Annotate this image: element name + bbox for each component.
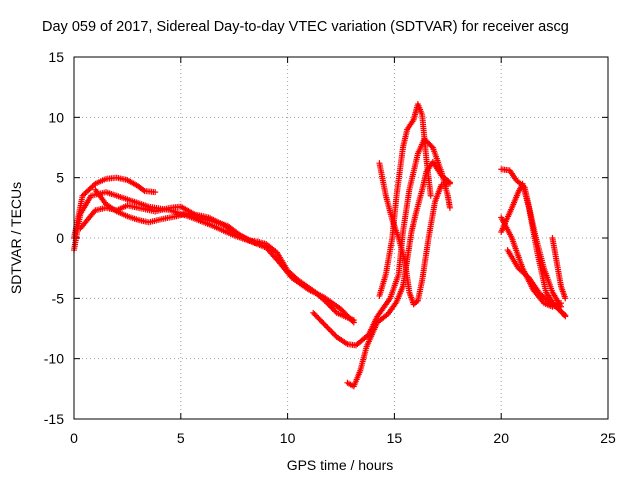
y-tick-label: 5 (56, 170, 64, 186)
y-tick-label: 0 (56, 230, 64, 246)
data-point (562, 295, 569, 302)
x-tick-label: 5 (177, 430, 185, 446)
data-point (327, 303, 334, 310)
data-point (324, 324, 331, 331)
series-track-13 (549, 235, 569, 302)
y-tick-label: 15 (48, 49, 64, 65)
x-tick-label: 10 (280, 430, 296, 446)
y-axis-label: SDTVAR / TECUs (8, 181, 24, 295)
series-track-4 (92, 186, 259, 246)
data-point (323, 298, 330, 305)
plot-frame (73, 56, 609, 420)
data-point (152, 189, 159, 196)
series-track-11 (498, 166, 565, 310)
x-tick-label: 20 (493, 430, 509, 446)
data-point (325, 325, 332, 332)
data-point (562, 313, 569, 320)
data-points (71, 101, 569, 390)
data-point (324, 300, 331, 307)
chart-title: Day 059 of 2017, Sidereal Day-to-day VTE… (42, 19, 569, 35)
data-point (140, 186, 147, 193)
data-point (323, 323, 330, 330)
data-point (350, 317, 357, 324)
data-point (321, 321, 328, 328)
data-point (328, 304, 335, 311)
data-point (331, 331, 338, 338)
data-point (561, 312, 568, 319)
data-point (329, 329, 336, 336)
series-track-12 (504, 247, 569, 320)
series-track-7 (376, 160, 453, 308)
y-tick-label: -5 (52, 290, 65, 306)
y-tick-label: -10 (44, 351, 64, 367)
data-point (428, 143, 435, 150)
axis-ticks: 0 5 10 15 20 25 -15 -10 -5 0 5 10 15 (44, 49, 616, 446)
data-point (327, 327, 334, 334)
data-point (332, 308, 339, 315)
data-point (446, 204, 453, 211)
x-tick-label: 0 (70, 430, 78, 446)
x-tick-label: 15 (387, 430, 403, 446)
y-tick-label: -15 (44, 411, 64, 427)
data-point (325, 301, 332, 308)
data-point (328, 328, 335, 335)
data-point (252, 239, 259, 246)
y-tick-label: 10 (48, 109, 64, 125)
data-point (329, 305, 336, 312)
series-track-6 (344, 158, 453, 390)
series-track-8 (376, 101, 434, 299)
x-axis-label: GPS time / hours (286, 457, 394, 473)
data-point (331, 307, 338, 314)
data-point (446, 180, 453, 187)
grid-lines (74, 57, 608, 419)
x-tick-label: 25 (600, 430, 616, 446)
data-point (427, 192, 434, 199)
